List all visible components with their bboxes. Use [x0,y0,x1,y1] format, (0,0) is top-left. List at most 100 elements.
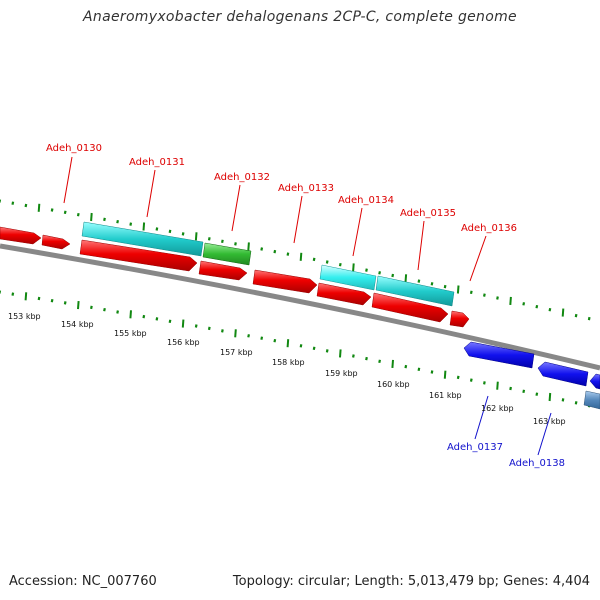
map-title: Anaeromyxobacter dehalogenans 2CP-C, com… [83,9,517,25]
minor-tick [338,262,342,267]
minor-tick [483,293,486,297]
genome-backbone [0,243,600,371]
minor-tick [469,378,473,382]
gene-feature[interactable] [198,260,248,281]
gene-feature-adeh-0136[interactable] [449,310,470,328]
gene-label[interactable]: Adeh_0138 [509,458,565,469]
minor-tick [522,302,526,306]
major-tick [509,296,512,305]
minor-tick [247,334,250,338]
minor-tick [76,212,80,217]
gene-feature-adeh-0133[interactable] [252,269,318,294]
minor-tick [365,268,368,272]
minor-tick [155,317,159,321]
scale-label: 163 kbp [533,417,566,426]
minor-tick [574,313,578,318]
minor-tick [430,282,434,286]
major-tick [37,203,41,212]
gene-feature[interactable] [316,282,372,306]
gene-feature-adeh-0134[interactable] [319,264,377,291]
minor-tick [299,344,303,348]
gene-label[interactable]: Adeh_0131 [129,157,185,168]
minor-tick [561,398,565,402]
gene-label[interactable]: Adeh_0132 [214,172,270,183]
minor-tick [37,296,41,301]
gene-feature-adeh-0132[interactable] [202,242,252,266]
minor-tick [63,210,67,215]
minor-tick [325,260,329,264]
major-tick [456,285,460,294]
minor-tick [496,296,499,300]
minor-tick [103,307,106,312]
minor-tick [378,359,381,364]
gene-label-leaders [63,156,552,456]
major-tick [352,263,355,272]
minor-tick [522,389,526,394]
major-tick [443,370,447,379]
gene-feature-adeh-0137[interactable] [463,341,535,369]
minor-tick [63,301,67,305]
minor-tick [273,338,277,343]
minor-tick [168,319,172,324]
gene-label[interactable]: Adeh_0137 [447,442,503,453]
major-tick [24,292,28,301]
minor-tick [129,222,133,226]
minor-tick [260,336,264,340]
minor-tick [417,279,421,283]
minor-tick [365,356,368,361]
scale-label: 155 kbp [114,329,147,338]
gene-label[interactable]: Adeh_0134 [338,195,394,206]
major-tick [339,349,342,358]
major-tick [77,301,80,310]
gene-feature-adeh-0130[interactable] [79,239,198,272]
gene-feature-adeh-0135[interactable] [375,275,455,307]
gene-feature-adeh-0138[interactable] [537,361,589,387]
major-tick [247,242,250,251]
minor-tick [325,349,329,353]
scale-label: 158 kbp [272,358,305,367]
scale-label: 160 kbp [377,380,410,389]
major-tick [561,308,565,317]
gene-feature-adeh-0131[interactable] [81,221,204,257]
minor-tick [50,208,54,212]
scale-label: 153 kbp [8,312,41,321]
gene-features [0,221,600,410]
minor-tick [11,292,15,296]
minor-tick [24,203,28,208]
major-tick [286,339,290,348]
minor-tick [221,239,224,244]
minor-tick [221,329,224,333]
major-tick [194,232,198,241]
minor-tick [443,284,447,289]
gene-feature[interactable] [371,292,449,323]
gene-feature[interactable] [41,234,71,250]
minor-tick [260,247,264,251]
gene-label[interactable]: Adeh_0133 [278,183,334,194]
minor-tick [574,401,578,405]
gene-label[interactable]: Adeh_0130 [46,143,102,154]
minor-tick [207,326,211,331]
gene-label[interactable]: Adeh_0136 [461,223,517,234]
minor-tick [155,227,159,231]
scale-label: 159 kbp [325,369,358,378]
minor-tick [90,305,93,310]
gene-feature[interactable] [0,226,42,245]
minor-tick [168,229,172,234]
scale-labels: 153 kbp 154 kbp 155 kbp 156 kbp 157 kbp … [8,312,566,426]
major-tick [142,222,146,231]
minor-tick [587,316,591,321]
minor-tick [378,271,381,275]
gene-feature[interactable] [589,373,600,390]
major-tick [391,359,394,368]
gene-label[interactable]: Adeh_0135 [400,208,456,219]
minor-tick [548,307,552,312]
minor-tick [391,273,395,278]
minor-tick [234,242,237,246]
gene-feature[interactable] [583,390,600,410]
minor-tick [286,252,290,256]
minor-tick [417,367,421,372]
minor-tick [207,237,211,241]
minor-tick [456,375,460,380]
major-tick [299,252,303,261]
